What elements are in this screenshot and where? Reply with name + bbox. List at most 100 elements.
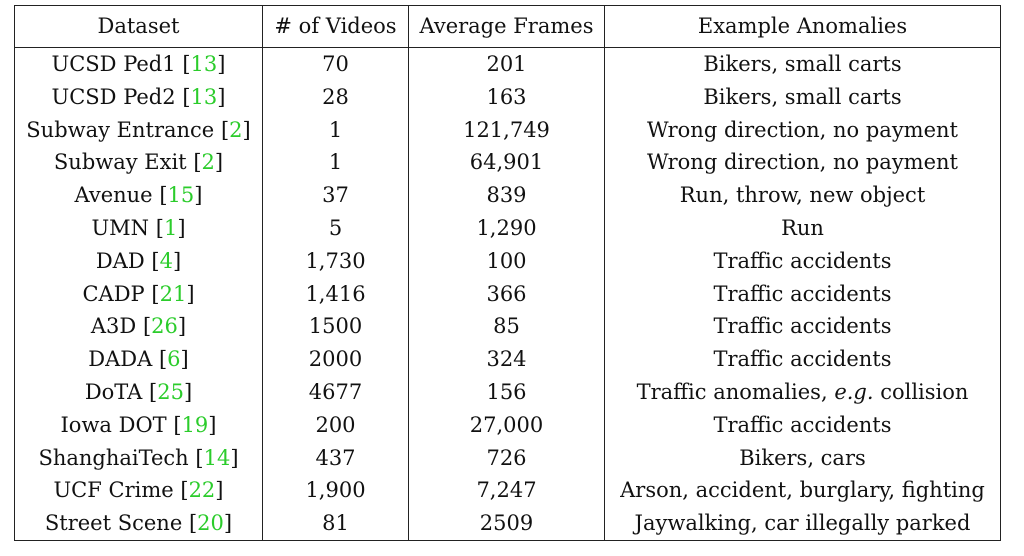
dataset-name: UMN bbox=[91, 215, 150, 240]
anomalies-cell: Wrong direction, no payment bbox=[604, 146, 1001, 180]
dataset-cell: DAD [4] bbox=[14, 244, 263, 278]
dataset-cell: ShanghaiTech [14] bbox=[14, 441, 263, 475]
citation-link[interactable]: 22 bbox=[188, 478, 216, 503]
frames-cell: 2509 bbox=[408, 507, 605, 541]
anomalies-text: Bikers, cars bbox=[739, 445, 866, 470]
videos-cell: 1 bbox=[262, 113, 409, 147]
frames-cell: 7,247 bbox=[408, 474, 605, 508]
dataset-cell: UCF Crime [22] bbox=[14, 474, 263, 508]
anomalies-cell: Bikers, small carts bbox=[604, 80, 1001, 114]
anomalies-text: Wrong direction, no payment bbox=[646, 117, 958, 142]
citation-link[interactable]: 1 bbox=[163, 215, 178, 240]
anomalies-tail: collision bbox=[873, 379, 969, 404]
videos-cell: 200 bbox=[262, 408, 409, 442]
citation-link[interactable]: 2 bbox=[201, 150, 215, 175]
dataset-cell: UCSD Ped2 [13] bbox=[14, 80, 263, 114]
frames-cell: 726 bbox=[408, 441, 605, 475]
anomalies-text: Traffic accidents bbox=[713, 347, 892, 372]
dataset-cell: DoTA [25] bbox=[14, 375, 263, 409]
anomalies-text: Traffic anomalies, bbox=[636, 379, 835, 404]
anomalies-cell: Wrong direction, no payment bbox=[604, 113, 1001, 147]
videos-cell: 28 bbox=[262, 80, 409, 114]
table-row: Subway Entrance [2] 1 121,749 Wrong directi… bbox=[14, 113, 1001, 147]
citation-link[interactable]: 25 bbox=[157, 379, 184, 404]
anomalies-cell: Traffic accidents bbox=[604, 244, 1001, 278]
frames-cell: 64,901 bbox=[408, 146, 605, 180]
table-row: UCSD Ped2 [13] 28 163 Bikers, small carts bbox=[14, 80, 1001, 114]
dataset-name: UCF Crime bbox=[53, 478, 174, 503]
frames-cell: 839 bbox=[408, 179, 605, 212]
header-frames: Average Frames bbox=[408, 5, 605, 48]
anomalies-text: Jaywalking, car illegally parked bbox=[634, 511, 971, 536]
table-row: UCSD Ped1 [13] 70 201 Bikers, small carts bbox=[14, 47, 1001, 81]
videos-cell: 2000 bbox=[262, 343, 409, 376]
citation-link[interactable]: 26 bbox=[151, 314, 178, 339]
citation-link[interactable]: 20 bbox=[197, 511, 224, 536]
anomalies-cell: Traffic accidents bbox=[604, 310, 1001, 344]
anomalies-cell: Arson, accident, burglary, fighting bbox=[604, 474, 1001, 508]
videos-cell: 1 bbox=[262, 146, 409, 180]
anomalies-text: Run bbox=[781, 215, 824, 240]
table-row: DAD [4] 1,730 100 Traffic accidents bbox=[14, 244, 1001, 278]
citation-link[interactable]: 19 bbox=[181, 412, 209, 437]
header-row: Dataset # of Videos Average Frames Examp… bbox=[14, 5, 1001, 48]
dataset-cell: Iowa DOT [19] bbox=[14, 408, 263, 442]
anomalies-text: Run, throw, new object bbox=[679, 183, 926, 208]
frames-cell: 100 bbox=[408, 244, 605, 278]
dataset-cell: CADP [21] bbox=[14, 277, 263, 311]
anomalies-text: Traffic accidents bbox=[713, 314, 892, 339]
dataset-name: UCSD Ped2 bbox=[51, 84, 176, 109]
anomalies-text: Bikers, small carts bbox=[703, 52, 902, 76]
anomalies-cell: Bikers, cars bbox=[604, 441, 1001, 475]
citation-link[interactable]: 15 bbox=[167, 183, 195, 208]
table-row: CADP [21] 1,416 366 Traffic accidents bbox=[14, 277, 1001, 311]
table-row: Subway Exit [2] 1 64,901 Wrong direction, n… bbox=[14, 146, 1001, 180]
dataset-name: Avenue bbox=[74, 183, 153, 208]
citation-link[interactable]: 4 bbox=[159, 248, 173, 273]
citation-link[interactable]: 21 bbox=[159, 281, 187, 306]
videos-cell: 1,730 bbox=[262, 244, 409, 278]
videos-cell: 1,900 bbox=[262, 474, 409, 508]
frames-cell: 156 bbox=[408, 375, 605, 409]
frames-cell: 201 bbox=[408, 47, 605, 81]
table-row: Avenue [15] 37 839 Run, throw, new object bbox=[14, 179, 1001, 212]
anomalies-text: Traffic accidents bbox=[713, 281, 892, 306]
table-row: ShanghaiTech [14] 437 726 Bikers, cars bbox=[14, 441, 1001, 475]
table-row: UMN [1] 5 1,290 Run bbox=[14, 211, 1001, 245]
anomalies-cell: Bikers, small carts bbox=[604, 47, 1001, 81]
anomalies-italic: e.g. bbox=[834, 379, 874, 404]
table-row: Iowa DOT [19] 200 27,000 Traffic accidents bbox=[14, 408, 1001, 442]
dataset-name: DoTA bbox=[84, 379, 143, 404]
citation-link[interactable]: 14 bbox=[203, 445, 231, 470]
datasets-table: Dataset # of Videos Average Frames Examp… bbox=[14, 5, 1001, 541]
table-body: UCSD Ped1 [13] 70 201 Bikers, small carts UC… bbox=[14, 47, 1001, 541]
dataset-name: DAD bbox=[95, 248, 145, 273]
anomalies-cell: Traffic anomalies, e.g. collision bbox=[604, 375, 1001, 409]
frames-cell: 324 bbox=[408, 343, 605, 376]
anomalies-text: Traffic accidents bbox=[713, 412, 892, 437]
dataset-cell: Subway Exit [2] bbox=[14, 146, 263, 180]
citation-link[interactable]: 2 bbox=[229, 117, 243, 142]
anomalies-text: Wrong direction, no payment bbox=[646, 150, 958, 175]
videos-cell: 70 bbox=[262, 47, 409, 81]
dataset-cell: A3D [26] bbox=[14, 310, 263, 344]
anomalies-text: Traffic accidents bbox=[713, 248, 892, 273]
dataset-name: Street Scene bbox=[44, 511, 183, 536]
header-dataset: Dataset bbox=[14, 5, 263, 48]
frames-cell: 366 bbox=[408, 277, 605, 311]
dataset-name: ShanghaiTech bbox=[38, 445, 189, 470]
anomalies-text: Arson, accident, burglary, fighting bbox=[620, 478, 985, 503]
citation-link[interactable]: 13 bbox=[190, 52, 218, 76]
dataset-name: UCSD Ped1 bbox=[51, 52, 176, 76]
citation-link[interactable]: 6 bbox=[167, 347, 181, 372]
anomalies-cell: Traffic accidents bbox=[604, 277, 1001, 311]
frames-cell: 121,749 bbox=[408, 113, 605, 147]
anomalies-text: Bikers, small carts bbox=[703, 84, 902, 109]
citation-link[interactable]: 13 bbox=[190, 84, 218, 109]
dataset-name: Iowa DOT bbox=[60, 412, 167, 437]
dataset-name: DADA bbox=[88, 347, 153, 372]
videos-cell: 81 bbox=[262, 507, 409, 541]
dataset-cell: UCSD Ped1 [13] bbox=[14, 47, 263, 81]
dataset-cell: DADA [6] bbox=[14, 343, 263, 376]
videos-cell: 1500 bbox=[262, 310, 409, 344]
